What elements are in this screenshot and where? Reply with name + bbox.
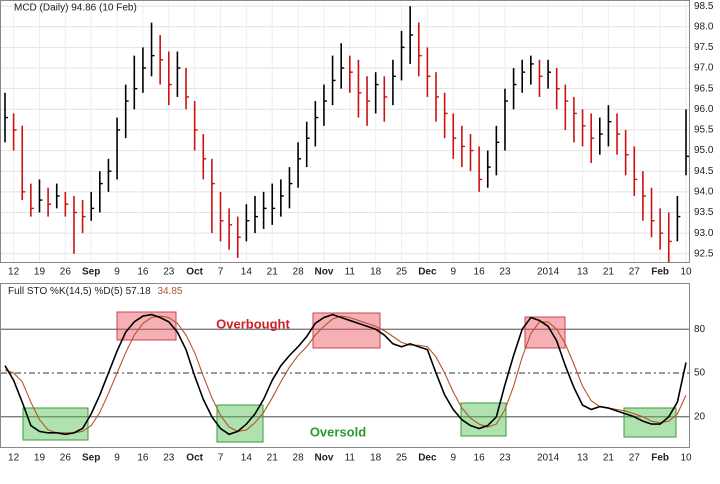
x-tick-label: Sep <box>82 453 100 464</box>
x-tick-label: 19 <box>34 453 46 464</box>
y-tick-label: 80 <box>694 324 706 335</box>
x-tick-label: 2014 <box>537 453 560 464</box>
x-tick-label: 27 <box>629 453 641 464</box>
x-tick-label: 9 <box>114 453 120 464</box>
y-tick-label: 98.0 <box>694 21 714 32</box>
annotation: Oversold <box>310 424 366 439</box>
x-tick-label: Dec <box>418 267 437 278</box>
y-tick-label: 94.5 <box>694 166 714 177</box>
x-tick-label: 19 <box>34 267 46 278</box>
x-tick-label: 25 <box>396 453 408 464</box>
y-tick-label: 94.0 <box>694 186 714 197</box>
x-tick-label: 18 <box>370 453 382 464</box>
x-tick-label: 10 <box>680 267 692 278</box>
x-tick-label: Feb <box>651 453 669 464</box>
x-tick-label: 28 <box>293 453 305 464</box>
x-tick-label: 26 <box>60 453 72 464</box>
x-tick-label: 11 <box>345 267 356 278</box>
y-tick-label: 97.5 <box>694 42 714 53</box>
y-tick-label: 96.0 <box>694 104 714 115</box>
oversold-box <box>22 407 89 441</box>
oversold-box <box>623 407 677 438</box>
x-tick-label: 11 <box>345 453 356 464</box>
x-tick-label: 21 <box>603 267 615 278</box>
x-tick-label: 16 <box>137 453 149 464</box>
x-tick-label: 21 <box>267 267 279 278</box>
y-tick-label: 50 <box>694 368 706 379</box>
y-tick-label: 95.5 <box>694 125 714 136</box>
x-tick-label: 28 <box>293 267 305 278</box>
chart-title: MCD (Daily) 94.86 (10 Feb) <box>14 3 137 14</box>
oversold-box <box>216 404 264 443</box>
x-tick-label: 13 <box>577 267 589 278</box>
x-tick-label: 26 <box>60 267 72 278</box>
x-tick-label: 9 <box>114 267 120 278</box>
x-tick-label: 23 <box>163 267 175 278</box>
x-tick-label: Sep <box>82 267 100 278</box>
x-tick-label: 25 <box>396 267 408 278</box>
y-tick-label: 96.5 <box>694 83 714 94</box>
annotation: Overbought <box>216 316 290 331</box>
x-tick-label: 14 <box>241 453 253 464</box>
d-last: 34.85 <box>157 286 182 297</box>
x-tick-label: 23 <box>499 453 511 464</box>
x-tick-label: 18 <box>370 267 382 278</box>
x-tick-label: Oct <box>186 453 203 464</box>
x-tick-label: 12 <box>8 453 20 464</box>
x-tick-label: 10 <box>680 453 692 464</box>
indicator-line <box>4 315 687 434</box>
x-tick-label: Nov <box>314 267 333 278</box>
k-last: 57.18 <box>126 286 151 297</box>
x-tick-label: 14 <box>241 267 253 278</box>
x-tick-label: 2014 <box>537 267 560 278</box>
y-tick-label: 98.5 <box>694 1 714 12</box>
x-tick-label: 9 <box>450 453 456 464</box>
x-tick-label: 16 <box>474 453 486 464</box>
y-tick-label: 20 <box>694 411 706 422</box>
x-tick-label: 23 <box>499 267 511 278</box>
x-tick-label: Feb <box>651 267 669 278</box>
y-tick-label: 95.0 <box>694 145 714 156</box>
x-tick-label: 9 <box>450 267 456 278</box>
indicator-title: Full STO %K(14,5) %D(5) 57.18 34.85 <box>8 286 183 297</box>
x-tick-label: 7 <box>218 453 224 464</box>
x-tick-label: Oct <box>186 267 203 278</box>
y-tick-label: 93.5 <box>694 207 714 218</box>
stoch-panel <box>0 283 690 448</box>
price-panel <box>0 0 690 263</box>
x-tick-label: 21 <box>603 453 615 464</box>
y-tick-label: 97.0 <box>694 63 714 74</box>
indicator-line <box>4 313 687 436</box>
x-tick-label: Dec <box>418 453 437 464</box>
x-tick-label: 21 <box>267 453 279 464</box>
x-tick-label: Nov <box>314 453 333 464</box>
x-tick-label: 12 <box>8 267 20 278</box>
indicator-label: Full STO %K(14,5) %D(5) <box>8 286 123 297</box>
y-tick-label: 93.0 <box>694 228 714 239</box>
x-tick-label: 27 <box>629 267 641 278</box>
y-tick-label: 92.5 <box>694 248 714 259</box>
x-tick-label: 16 <box>137 267 149 278</box>
x-tick-label: 7 <box>218 267 224 278</box>
x-tick-label: 16 <box>474 267 486 278</box>
x-tick-label: 13 <box>577 453 589 464</box>
x-tick-label: 23 <box>163 453 175 464</box>
